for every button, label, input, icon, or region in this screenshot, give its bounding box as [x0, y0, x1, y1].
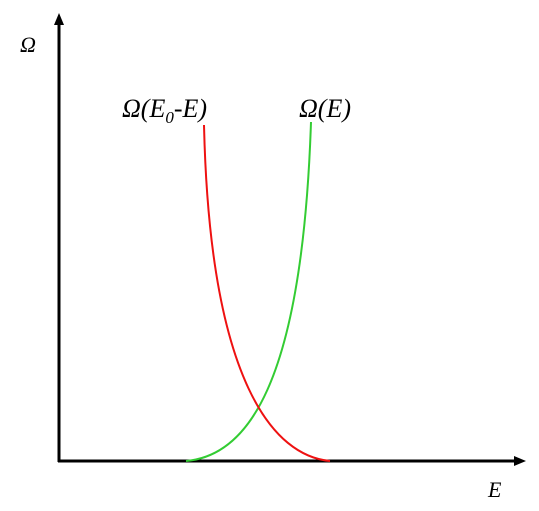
x-axis-label: E	[487, 477, 502, 502]
label-subscript: 0	[165, 108, 174, 127]
y-axis-label: Ω	[20, 32, 36, 57]
curve-omega-e	[185, 121, 312, 462]
curve-label: Ω(E)	[299, 94, 351, 123]
x-axis-arrow	[514, 456, 526, 466]
label-part: -E)	[174, 94, 207, 123]
label-part: Ω(E	[122, 94, 165, 123]
y-axis-arrow	[54, 13, 64, 25]
curve-label: Ω(E0-E)	[122, 94, 207, 127]
curve-omega-e0-minus-e	[203, 124, 331, 462]
